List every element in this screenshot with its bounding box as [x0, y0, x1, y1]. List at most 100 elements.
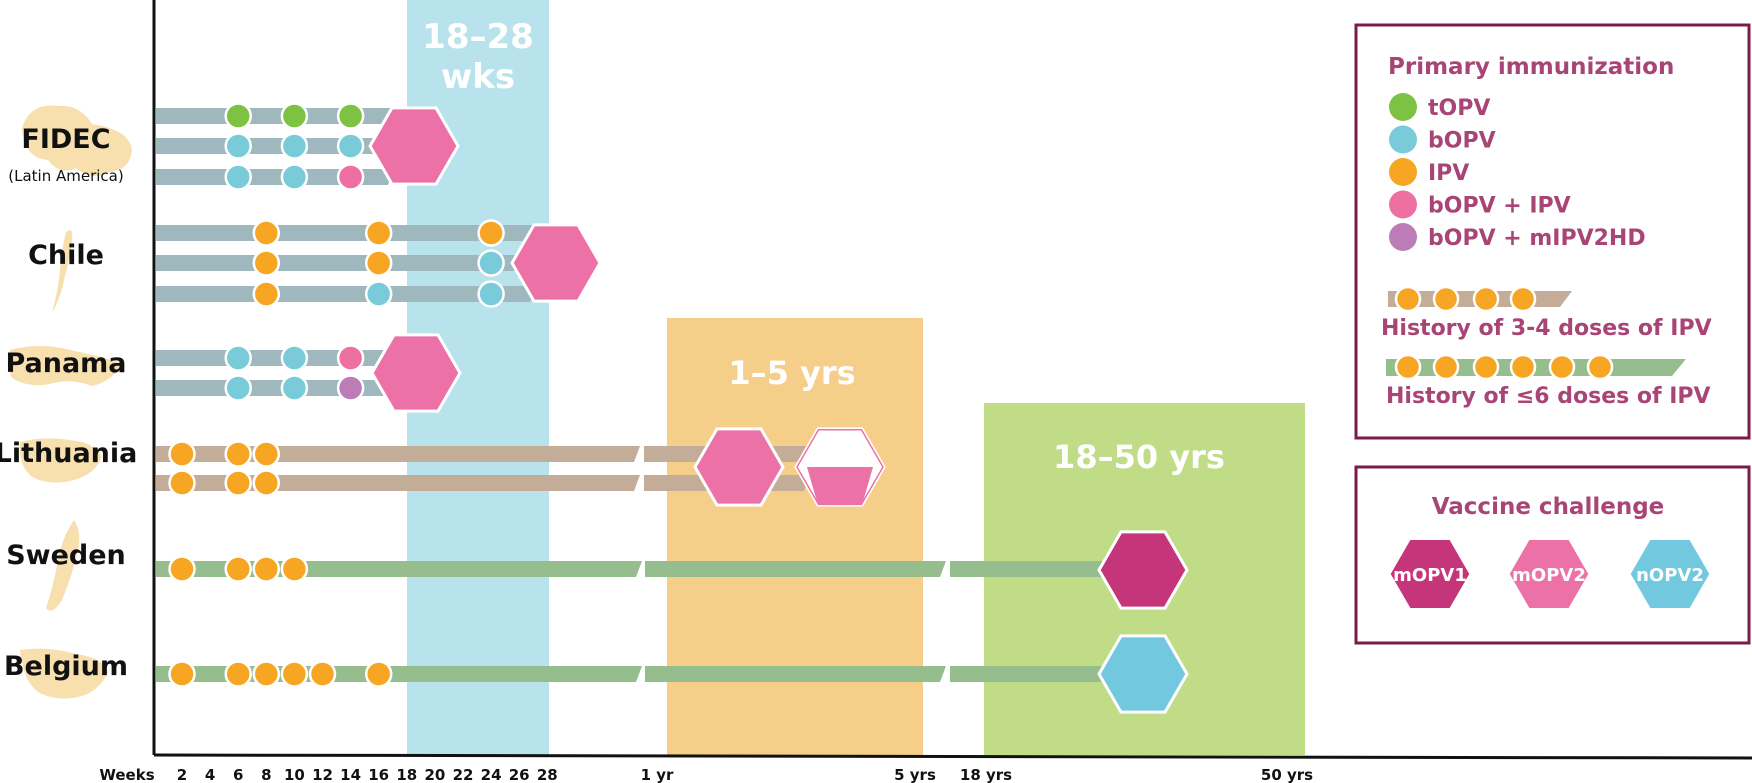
dose-dot-bopv — [224, 163, 252, 191]
dose-dot-ipv — [280, 660, 309, 688]
week-tick-label: 22 — [453, 766, 474, 783]
schedule-bar — [156, 286, 536, 302]
legend-label-topv: tOPV — [1428, 96, 1490, 121]
country-labels: FIDEC (Latin America) Chile Panama Lithuania… — [0, 105, 137, 699]
legend-history-dot — [1394, 285, 1422, 313]
legend-dot-topv — [1389, 93, 1417, 121]
schedule-bar — [950, 561, 1120, 577]
challenge-hex-sweden-mopv1 — [1097, 530, 1189, 610]
legend-label-bopv-ipv: bOPV + IPV — [1428, 194, 1571, 219]
country-shape-panama — [8, 346, 124, 386]
dose-dot-topv — [224, 102, 252, 130]
schedule-bar — [156, 169, 394, 185]
x-axis-line — [153, 753, 1752, 760]
schedule-bar — [950, 666, 1120, 682]
legend-label-bopv-mipv2hd: bOPV + mIPV2HD — [1428, 226, 1646, 251]
legend-history-6-label: History of ≤6 doses of IPV — [1386, 384, 1711, 409]
week-tick-label: 12 — [312, 766, 333, 783]
dose-dot-bopv — [224, 132, 252, 160]
dose-dot-ipv — [477, 219, 505, 247]
legend-history-3-4-label: History of 3-4 doses of IPV — [1381, 316, 1712, 341]
challenge-hex-chile-mopv2-shape — [510, 223, 602, 303]
legend-history-dot — [1586, 353, 1614, 381]
dose-dot-ipv — [224, 469, 252, 497]
dose-dot-bopv — [280, 132, 309, 160]
band-weeks-label-line2: wks — [441, 57, 515, 97]
dose-dot-ipv — [168, 469, 196, 497]
country-label-sweden: Sweden — [6, 540, 126, 571]
legend-challenge-title: Vaccine challenge — [1432, 494, 1665, 520]
legend-hex-nopv2-shape — [1627, 537, 1713, 611]
legend-primary-title: Primary immunization — [1388, 54, 1674, 80]
year-tick-label: 18 yrs — [960, 766, 1012, 783]
week-tick-label: 10 — [284, 766, 305, 783]
dose-dot-ipv — [252, 469, 281, 497]
axes: Weeks 2 4 6 8 10 12 14 16 18 20 22 24 26 28 1 yr 5 yrs 18… — [99, 0, 1752, 783]
country-shape-fidec — [22, 105, 132, 177]
legend-label-ipv: IPV — [1428, 161, 1469, 186]
band-1-5-yrs — [667, 318, 923, 755]
legend-dot-bopv-mipv2hd — [1389, 223, 1417, 251]
dose-dot-ipv — [364, 660, 393, 688]
year-tick-label: 5 yrs — [894, 766, 936, 783]
dose-dot-ipv — [168, 555, 196, 583]
schedule-bar — [156, 350, 394, 366]
legend-hex-label-mopv2: mOPV2 — [1512, 565, 1586, 586]
dose-dot-bopv — [336, 132, 365, 160]
week-tick-label: 18 — [396, 766, 417, 783]
legend-history-dot — [1509, 285, 1537, 313]
country-shape-belgium — [20, 648, 108, 699]
legend-hex-mopv2-shape — [1506, 537, 1592, 611]
challenge-hex-fidec-mopv2-shape — [368, 106, 460, 186]
challenge-hex-fidec-mopv2 — [368, 106, 460, 186]
dose-dot-bopv — [477, 280, 505, 308]
dose-dot-ipv — [252, 219, 281, 247]
schedule-bar — [156, 225, 536, 241]
dose-dot-bopv — [280, 163, 309, 191]
legend-history-dot — [1432, 353, 1460, 381]
challenge-hex-lithuania-mopv2-shape — [693, 427, 785, 507]
dose-dot-ipv — [168, 440, 196, 468]
legend-history-dot — [1548, 353, 1576, 381]
dose-dot-topv — [280, 102, 309, 130]
schedule-bar — [156, 380, 394, 396]
age-bands: 18–28 wks 1–5 yrs 18–50 yrs — [407, 0, 1305, 755]
schedule-bar — [156, 108, 394, 124]
dose-dot-bopv — [224, 344, 252, 372]
week-tick-label: 26 — [509, 766, 530, 783]
country-label-lithuania: Lithuania — [0, 438, 137, 469]
year-tick-label: 50 yrs — [1261, 766, 1313, 783]
country-label-chile: Chile — [28, 240, 104, 271]
schedule-bar — [156, 255, 536, 271]
week-tick-label: 4 — [205, 766, 215, 783]
legend-hex-mopv1 — [1387, 537, 1473, 611]
dose-dot-bopv — [280, 374, 309, 402]
legend-hex-nopv2 — [1627, 537, 1713, 611]
country-shape-chile — [52, 230, 73, 312]
dose-dot-topv — [336, 102, 365, 130]
challenge-hex-belgium-nopv2 — [1097, 634, 1189, 714]
challenge-hex-chile-mopv2 — [510, 223, 602, 303]
dose-dot-ipv — [252, 555, 281, 583]
legend-history-dot — [1472, 353, 1500, 381]
challenge-hex-lithuania-half — [794, 427, 886, 507]
dose-dot-ipv — [364, 219, 393, 247]
legend: Primary immunization tOPV bOPV IPV bOPV + IP… — [1354, 23, 1751, 645]
dose-dot-ipv — [168, 660, 196, 688]
legend-hex-label-nopv2: nOPV2 — [1636, 565, 1704, 586]
band-weeks-label-line1: 18–28 — [422, 17, 534, 57]
challenge-hex-lithuania-half-fill — [807, 467, 873, 506]
country-label-belgium: Belgium — [4, 651, 128, 682]
challenge-hex-lithuania-mopv2 — [693, 427, 785, 507]
dose-dot-bopv-ipv — [336, 344, 365, 372]
band-weeks-label: 18–28 wks — [422, 17, 534, 97]
dose-dot-bopv — [224, 374, 252, 402]
legend-dot-ipv — [1389, 158, 1417, 186]
legend-label-bopv: bOPV — [1428, 129, 1496, 154]
dose-dot-ipv — [252, 660, 281, 688]
week-tick-label: 2 — [177, 766, 187, 783]
country-sublabel: (Latin America) — [8, 167, 123, 185]
country-shape-sweden — [46, 520, 80, 611]
legend-hex-label-mopv1: mOPV1 — [1393, 565, 1467, 586]
